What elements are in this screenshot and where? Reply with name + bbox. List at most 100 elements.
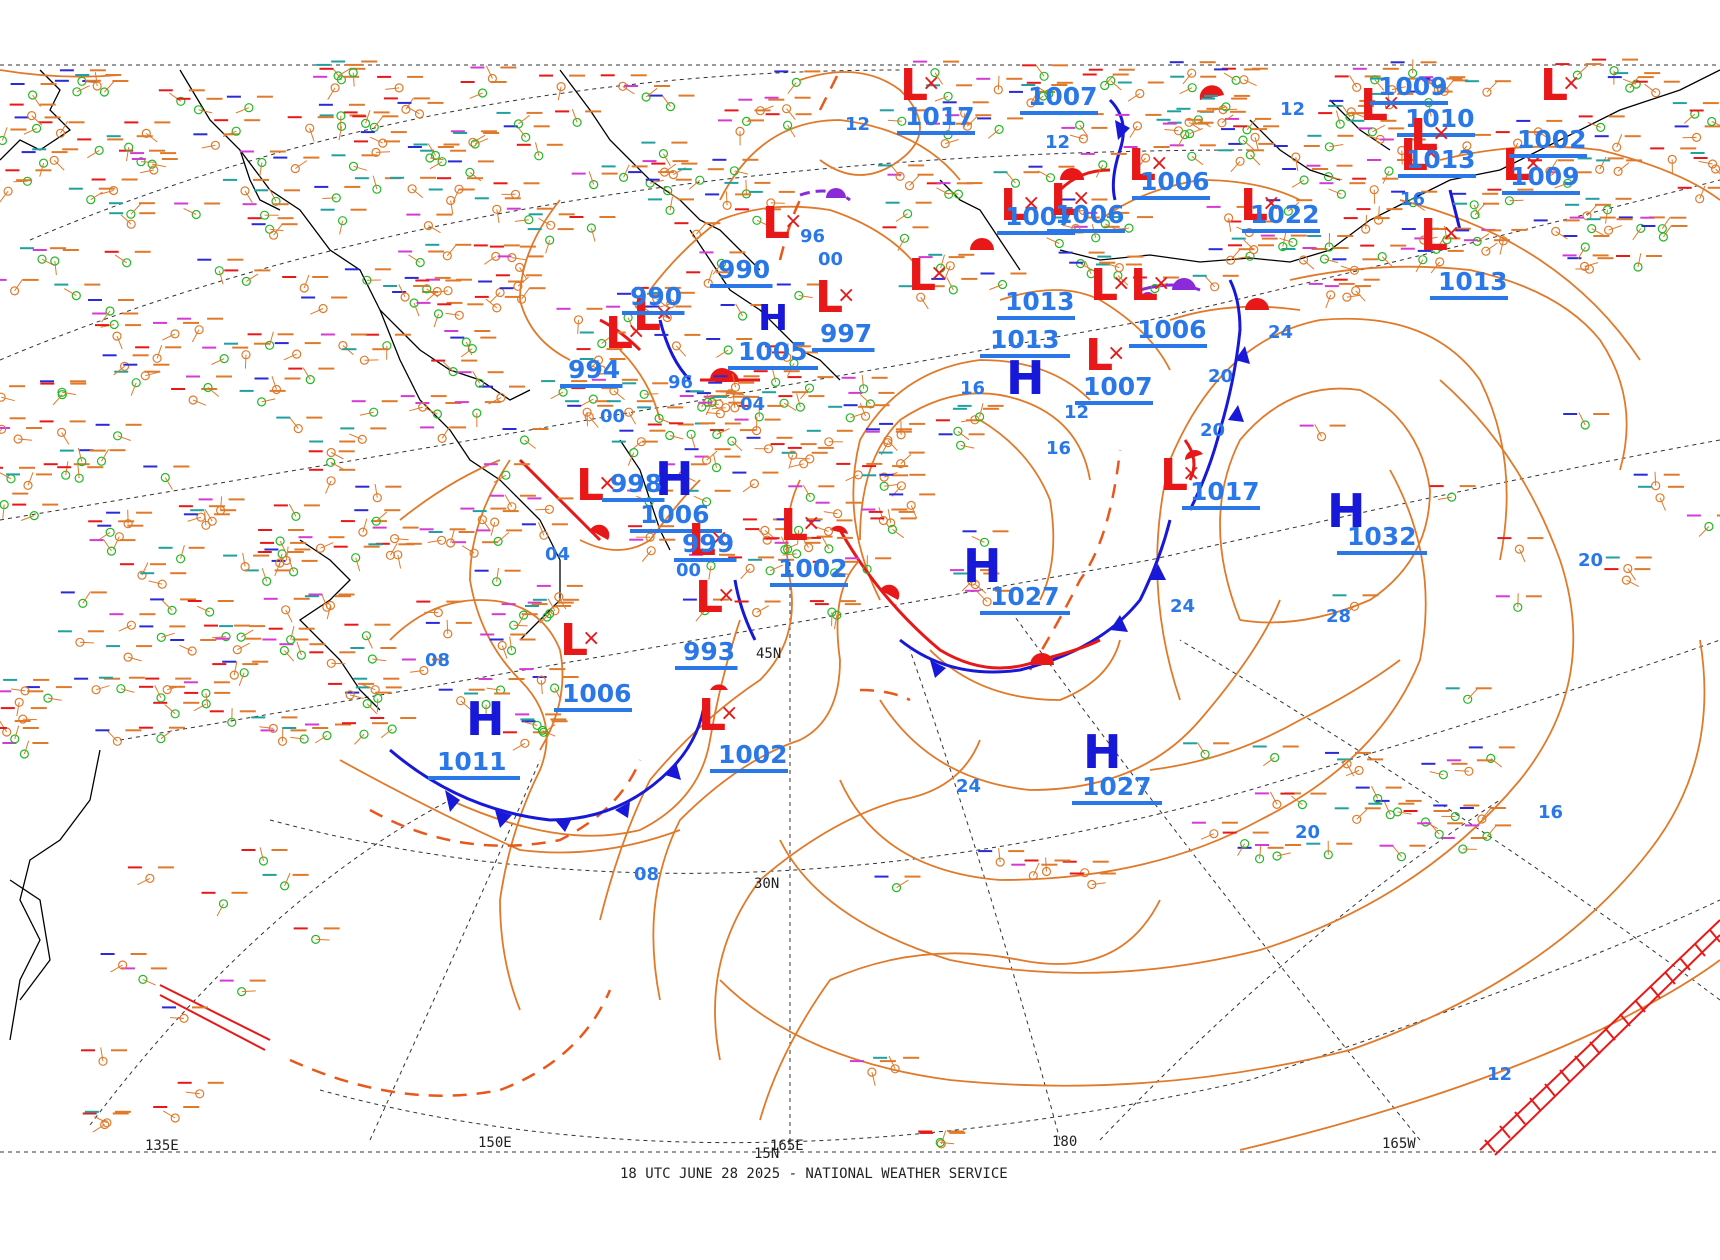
wind-barb <box>290 736 305 740</box>
station-marker <box>492 303 502 313</box>
wind-barb <box>442 361 454 372</box>
station-data-mark <box>707 168 724 171</box>
station-marker <box>845 413 855 423</box>
station-data-mark <box>68 187 83 190</box>
station-data-mark <box>1229 110 1246 113</box>
station-data-mark <box>1414 237 1429 240</box>
svg-text:H: H <box>1327 484 1366 538</box>
station-data-mark <box>242 663 259 666</box>
station-marker <box>112 431 123 441</box>
low-center: L×998 <box>576 460 665 511</box>
station-marker <box>1078 205 1089 216</box>
station-data-mark <box>277 333 294 336</box>
station-marker <box>98 1056 108 1066</box>
station-data-mark <box>263 597 278 600</box>
low-pressure-value: 1013 <box>1438 267 1508 296</box>
station-data-mark <box>1343 217 1358 220</box>
wind-barb <box>237 642 250 651</box>
station-data-mark <box>523 182 540 185</box>
station-data-mark <box>917 173 934 176</box>
station-data-mark <box>1325 751 1339 754</box>
station-data-mark <box>678 94 695 97</box>
station-data-mark <box>1261 237 1278 240</box>
station-data-mark <box>39 103 56 106</box>
station-data-mark <box>57 466 72 469</box>
station-data-mark <box>724 109 739 112</box>
station-data-mark <box>931 277 946 280</box>
station-marker <box>745 563 755 574</box>
wind-barb <box>152 163 166 168</box>
station-data-mark <box>407 75 424 78</box>
wind-barb <box>394 538 409 541</box>
station-data-mark <box>555 110 570 113</box>
station-marker <box>1352 82 1362 93</box>
station-data-mark <box>1334 75 1349 78</box>
station-data-mark <box>0 278 7 281</box>
station-marker <box>109 319 119 330</box>
wind-barb <box>892 528 904 539</box>
wind-barb <box>289 417 299 429</box>
wind-barb <box>1476 233 1490 242</box>
wind-barb <box>543 724 556 733</box>
station-data-mark <box>1061 126 1076 129</box>
station-data-mark <box>1026 81 1041 84</box>
station-data-mark <box>269 150 286 153</box>
low-center-mark: × <box>1152 271 1170 296</box>
low-pressure-value: 1007 <box>1028 82 1098 111</box>
wind-barb <box>1584 262 1599 267</box>
station-marker <box>779 398 789 408</box>
station-marker <box>899 233 910 243</box>
station-data-mark <box>1206 205 1221 208</box>
station-data-mark <box>79 449 94 452</box>
station-data-mark <box>1475 687 1492 690</box>
station-marker <box>296 650 306 660</box>
wind-barb <box>1617 162 1630 172</box>
station-data-mark <box>735 193 752 196</box>
station-data-mark <box>401 658 416 661</box>
station-data-mark <box>153 1106 168 1108</box>
station-data-mark <box>135 346 150 349</box>
wind-barb <box>786 343 789 358</box>
wind-barb <box>780 536 789 550</box>
station-data-mark <box>1567 257 1582 260</box>
station-data-mark <box>339 468 356 471</box>
station-data-mark <box>728 401 745 404</box>
station-marker <box>514 262 525 272</box>
station-marker <box>92 81 102 91</box>
station-data-mark <box>198 498 213 501</box>
station-marker <box>1434 829 1444 839</box>
station-data-mark <box>898 285 913 288</box>
station-data-mark <box>636 305 653 308</box>
wind-barb <box>162 333 176 341</box>
station-marker <box>1288 237 1298 247</box>
wind-barb <box>1518 548 1526 563</box>
station-marker <box>782 120 793 130</box>
station-marker <box>1695 194 1705 204</box>
wind-barb <box>1486 81 1497 93</box>
occluded-fronts <box>799 188 1201 300</box>
station-marker <box>1373 793 1383 804</box>
station-marker <box>156 734 166 744</box>
station-data-mark <box>1707 186 1720 189</box>
low-pressure-value: 1002 <box>718 740 788 769</box>
station-data-mark <box>54 283 69 286</box>
station-marker <box>446 538 456 548</box>
station-data-mark <box>1463 804 1480 807</box>
isobar-value: 24 <box>956 776 981 797</box>
station-data-mark <box>1369 77 1384 80</box>
station-data-mark <box>1451 762 1468 765</box>
station-data-mark <box>224 342 238 345</box>
station-marker <box>887 524 898 535</box>
wind-barb <box>641 550 652 562</box>
station-data-mark <box>0 727 7 729</box>
station-data-mark <box>778 190 795 193</box>
station-data-mark <box>567 404 582 407</box>
isobar-value: 04 <box>545 544 570 565</box>
station-data-mark <box>282 276 297 278</box>
station-marker <box>520 738 530 748</box>
station-marker <box>258 856 269 866</box>
low-symbol: L <box>633 290 661 341</box>
station-data-mark <box>1088 68 1103 71</box>
station-data-mark <box>343 75 360 78</box>
station-data-mark <box>1562 254 1577 257</box>
